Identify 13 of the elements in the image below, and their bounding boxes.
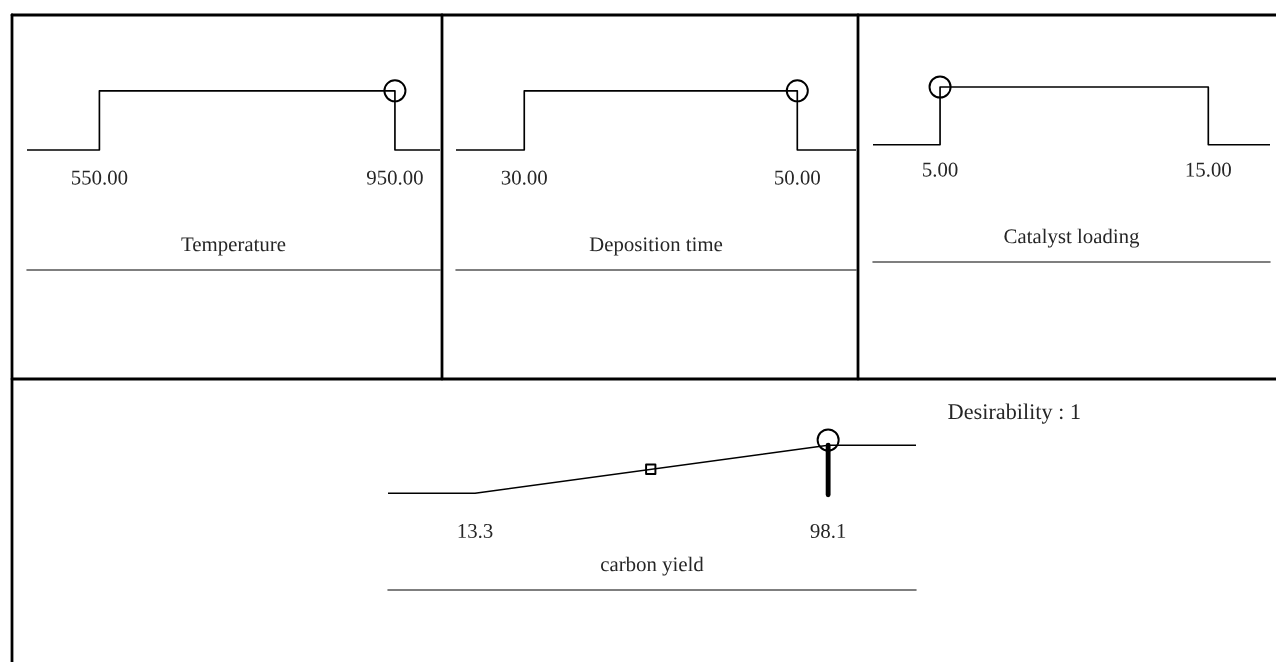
x-tick-label: 13.3 bbox=[458, 523, 493, 539]
x-tick-label: 5.00 bbox=[923, 162, 958, 177]
x-tick-label: 950.00 bbox=[366, 170, 423, 185]
x-tick-label: 98.1 bbox=[810, 523, 846, 539]
x-tick-label: 15.00 bbox=[1186, 162, 1231, 177]
x-axis-title: Temperature bbox=[181, 237, 286, 256]
x-tick-label: 550.00 bbox=[71, 170, 128, 185]
x-tick-label: 30.00 bbox=[501, 170, 547, 185]
text: Desirability : 1 bbox=[948, 403, 1080, 424]
x-axis-title: carbon yield bbox=[601, 556, 704, 576]
x-axis-title: Deposition time bbox=[589, 237, 723, 256]
x-axis-title: Catalyst loading bbox=[1004, 228, 1140, 248]
x-tick-label: 50.00 bbox=[775, 170, 820, 185]
